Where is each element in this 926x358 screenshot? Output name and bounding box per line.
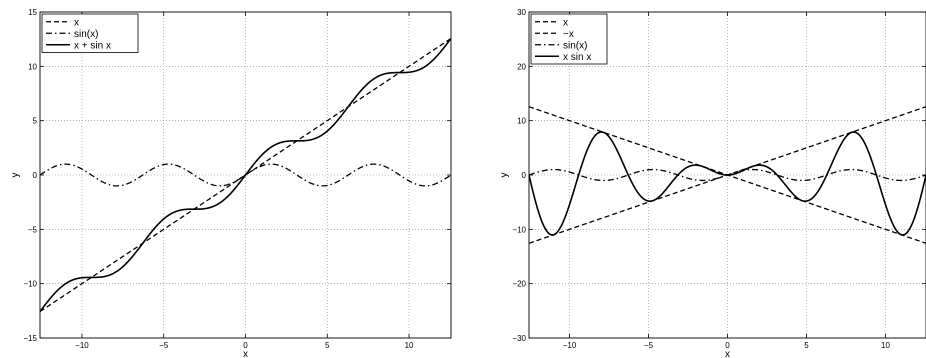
series-line-1 bbox=[40, 37, 451, 313]
y-tick-label: −10 bbox=[512, 225, 526, 234]
legend-label-2: sin(x) bbox=[74, 29, 98, 40]
y-tick-label: 10 bbox=[517, 117, 526, 126]
legend-label-1: x bbox=[563, 17, 568, 28]
y-tick-label: −10 bbox=[23, 280, 37, 289]
x-axis-label: x bbox=[243, 349, 248, 358]
x-tick-label: 5 bbox=[804, 341, 809, 350]
series-line-4 bbox=[529, 131, 926, 236]
y-tick-label: 20 bbox=[517, 62, 526, 71]
y-tick-label: 5 bbox=[33, 117, 38, 126]
x-tick-label: −5 bbox=[644, 341, 654, 350]
x-tick-label: −5 bbox=[159, 341, 169, 350]
y-tick-label: 0 bbox=[33, 171, 38, 180]
x-tick-label: 0 bbox=[243, 341, 248, 350]
x-tick-label: −10 bbox=[563, 341, 577, 350]
legend-label-2: −x bbox=[563, 29, 574, 40]
legend-label-4: x sin x bbox=[563, 52, 591, 63]
y-tick-label: 10 bbox=[28, 62, 37, 71]
legend-box bbox=[41, 13, 139, 53]
y-tick-label: −15 bbox=[23, 334, 37, 343]
y-axis-label: y bbox=[10, 173, 21, 178]
x-tick-label: −10 bbox=[75, 341, 89, 350]
y-tick-label: 15 bbox=[28, 8, 37, 17]
x-tick-label: 5 bbox=[325, 341, 330, 350]
y-tick-label: −20 bbox=[512, 280, 526, 289]
legend-label-3: x + sin x bbox=[74, 40, 111, 51]
y-tick-label: 30 bbox=[517, 8, 526, 17]
y-tick-label: 0 bbox=[522, 171, 527, 180]
y-tick-label: −5 bbox=[28, 225, 38, 234]
x-tick-label: 0 bbox=[725, 341, 730, 350]
legend-label-3: sin(x) bbox=[563, 40, 587, 51]
legend-label-1: x bbox=[74, 17, 79, 28]
y-axis-label: y bbox=[499, 173, 510, 178]
x-tick-label: 10 bbox=[405, 341, 414, 350]
x-axis-label: x bbox=[725, 349, 730, 358]
y-tick-label: −30 bbox=[512, 334, 526, 343]
series-line-3 bbox=[40, 37, 451, 313]
x-tick-label: 10 bbox=[881, 341, 890, 350]
